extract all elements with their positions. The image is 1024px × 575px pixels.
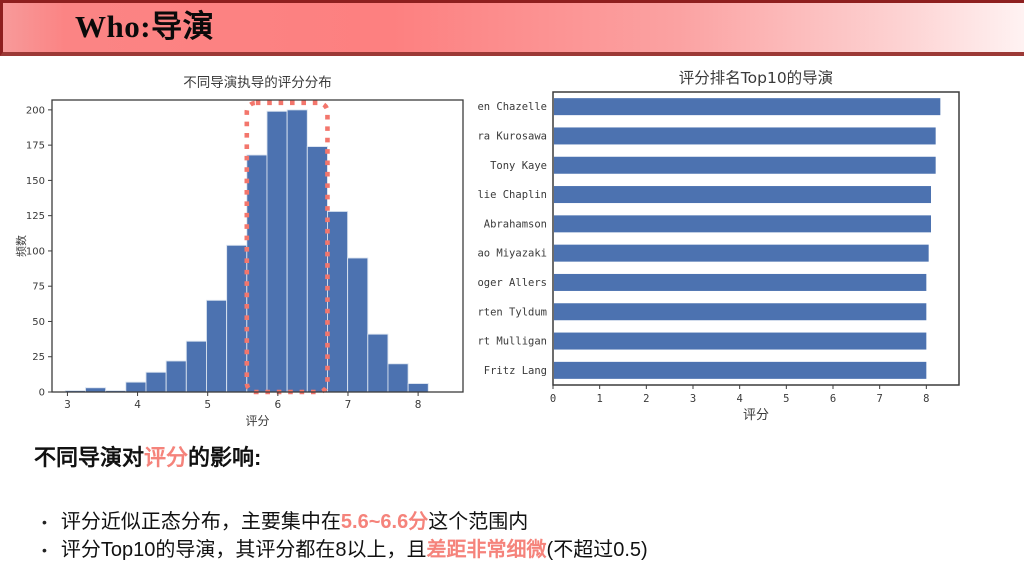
director-label: ra Kurosawa (477, 130, 547, 142)
director-label: rt Mulligan (477, 336, 547, 348)
top10-bar (554, 332, 927, 350)
histogram-bar (306, 146, 328, 393)
director-label: Tony Kaye (490, 160, 547, 172)
top10-bar (554, 361, 927, 379)
histogram-bar (125, 381, 147, 393)
top10-bar (554, 127, 936, 145)
histogram-bar (206, 299, 228, 393)
rating-distribution-histogram: 不同导演执导的评分分布 0 25 50 75 100 125 150 175 200 3 4 5 6 7 8 频… (12, 70, 512, 438)
histogram-bar (226, 244, 248, 393)
x-tick-label: 1 (597, 393, 603, 405)
bullet-top10-directors: • 评分Top10的导演，其评分都在8以上，且差距非常细微(不超过0.5) (40, 536, 994, 564)
x-tick-label: 3 (690, 393, 696, 405)
bullet-rating-distribution: • 评分近似正态分布，主要集中在5.6~6.6分这个范围内 (40, 508, 994, 536)
x-tick-label: 5 (204, 399, 211, 411)
bullet1-post: 这个范围内 (428, 511, 529, 533)
bullet-text: 评分近似正态分布，主要集中在5.6~6.6分这个范围内 (61, 508, 528, 536)
bullet1-highlight: 5.6~6.6分 (340, 511, 429, 533)
top10-title: 评分排名Top10的导演 (679, 70, 833, 87)
x-tick-label: 4 (134, 399, 141, 411)
y-axis-label: 频数 (14, 235, 28, 257)
x-axis-label: 评分 (245, 414, 269, 428)
bullet-text: 评分Top10的导演，其评分都在8以上，且差距非常细微(不超过0.5) (61, 536, 648, 564)
heading-post: 的影响: (188, 445, 262, 470)
x-tick-label: 6 (274, 399, 281, 411)
bullet2-pre: 评分Top10的导演，其评分都在8以上，且 (60, 539, 427, 561)
bullet1-pre: 评分近似正态分布，主要集中在 (60, 511, 341, 533)
director-label: Fritz Lang (484, 365, 547, 377)
top10-bar (554, 215, 931, 233)
bullet2-post: (不超过0.5) (546, 539, 648, 561)
y-tick-label: 125 (26, 211, 45, 222)
y-tick-label: 200 (26, 105, 45, 116)
y-tick-label: 25 (32, 352, 45, 363)
histogram-bar (286, 109, 308, 393)
x-tick-label: 5 (783, 393, 789, 405)
top10-bar (554, 244, 929, 262)
histogram-bar (266, 110, 288, 393)
y-tick-label: 75 (32, 282, 45, 293)
plot-frame (552, 91, 960, 386)
heading-highlight: 评分 (144, 445, 189, 470)
histogram-bar (327, 210, 349, 393)
histogram-bar (165, 360, 187, 393)
top10-bar (554, 156, 936, 174)
histogram-title: 不同导演执导的评分分布 (183, 75, 332, 91)
x-tick-label: 3 (64, 399, 71, 411)
histogram-bar (246, 154, 268, 393)
x-tick-label: 4 (737, 393, 743, 405)
y-tick-label: 0 (39, 388, 45, 399)
x-tick-label: 7 (345, 399, 352, 411)
top10-bar (554, 98, 941, 116)
bullet2-highlight: 差距非常细微 (426, 539, 547, 561)
histogram-bar (407, 383, 429, 393)
histogram-bar (387, 363, 409, 393)
histogram-bar (367, 333, 389, 393)
director-label: oger Allers (477, 277, 547, 289)
top10-bar-svg: 评分排名Top10的导演 en Chazelle ra Kurosawa Tony K… (477, 69, 960, 423)
x-tick-label: 8 (923, 393, 929, 405)
director-label: rten Tyldum (477, 306, 547, 318)
page-title: Who:导演 (75, 9, 215, 44)
top10-bar (554, 273, 927, 291)
histogram-bar (145, 371, 167, 393)
x-tick-label: 7 (877, 393, 883, 405)
analysis-block: 不同导演对评分的影响: • 评分近似正态分布，主要集中在5.6~6.6分这个范围… (34, 440, 994, 564)
director-label: Abrahamson (484, 218, 547, 230)
histogram-svg: 不同导演执导的评分分布 0 25 50 75 100 125 150 175 200 3 4 5 6 7 8 频… (14, 75, 464, 428)
x-tick-label: 2 (643, 393, 649, 405)
bullet-icon: • (42, 542, 47, 558)
y-tick-label: 150 (26, 176, 45, 187)
director-label: ao Miyazaki (477, 248, 547, 260)
top10-directors-bar-chart: 评分排名Top10的导演 en Chazelle ra Kurosawa Tony K… (440, 69, 1024, 448)
y-tick-label: 175 (26, 141, 45, 152)
histogram-bar (347, 257, 369, 393)
x-axis-label: 评分 (743, 408, 769, 423)
bullet-icon: • (42, 514, 47, 530)
y-tick-label: 50 (32, 317, 45, 328)
analysis-heading: 不同导演对评分的影响: (34, 440, 994, 472)
plot-frame (51, 99, 464, 393)
x-tick-label: 6 (830, 393, 836, 405)
highlight-range-box (244, 100, 330, 395)
heading-pre: 不同导演对 (34, 445, 145, 470)
director-label: en Chazelle (477, 101, 547, 113)
top10-bar (554, 186, 931, 204)
x-tick-label: 8 (415, 399, 422, 411)
histogram-bar (185, 340, 207, 393)
analysis-bullet-list: • 评分近似正态分布，主要集中在5.6~6.6分这个范围内 • 评分Top10的… (40, 508, 994, 564)
x-tick-label: 0 (550, 393, 556, 405)
slide-header: Who:导演 (0, 0, 1024, 56)
top10-bar (554, 303, 927, 321)
director-label: lie Chaplin (477, 189, 547, 201)
y-tick-label: 100 (26, 246, 45, 257)
